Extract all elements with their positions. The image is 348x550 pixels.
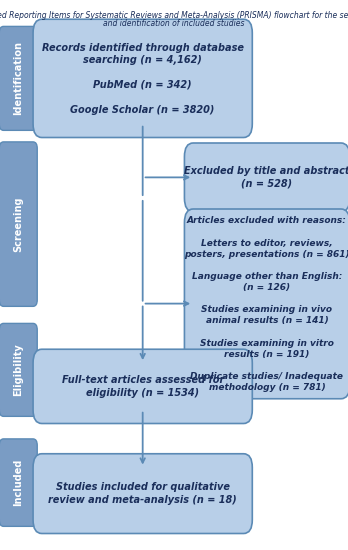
- FancyBboxPatch shape: [0, 439, 37, 526]
- Text: Eligibility: Eligibility: [13, 344, 23, 396]
- Text: Preferred Reporting Items for Systematic Reviews and Meta-Analysis (PRISMA) flow: Preferred Reporting Items for Systematic…: [0, 11, 348, 20]
- Text: Screening: Screening: [13, 196, 23, 252]
- Text: Full-text articles assessed for
eligibility (n = 1534): Full-text articles assessed for eligibil…: [62, 376, 224, 398]
- Text: Included: Included: [13, 459, 23, 507]
- Text: Records identified through database
searching (n = 4,162)

PubMed (n = 342)

Goo: Records identified through database sear…: [42, 43, 244, 114]
- FancyBboxPatch shape: [184, 143, 348, 212]
- FancyBboxPatch shape: [0, 142, 37, 306]
- Text: Identification: Identification: [13, 41, 23, 116]
- FancyBboxPatch shape: [0, 26, 37, 130]
- FancyBboxPatch shape: [33, 19, 252, 138]
- Text: Articles excluded with reasons:

Letters to editor, reviews,
posters, presentati: Articles excluded with reasons: Letters …: [184, 216, 348, 392]
- FancyBboxPatch shape: [33, 454, 252, 534]
- FancyBboxPatch shape: [184, 209, 348, 399]
- Text: and identification of included studies: and identification of included studies: [103, 19, 245, 28]
- Text: Studies included for qualitative
review and meta-analysis (n = 18): Studies included for qualitative review …: [48, 482, 237, 504]
- Text: Excluded by title and abstract
(n = 528): Excluded by title and abstract (n = 528): [184, 167, 348, 189]
- FancyBboxPatch shape: [33, 349, 252, 424]
- FancyBboxPatch shape: [0, 323, 37, 416]
